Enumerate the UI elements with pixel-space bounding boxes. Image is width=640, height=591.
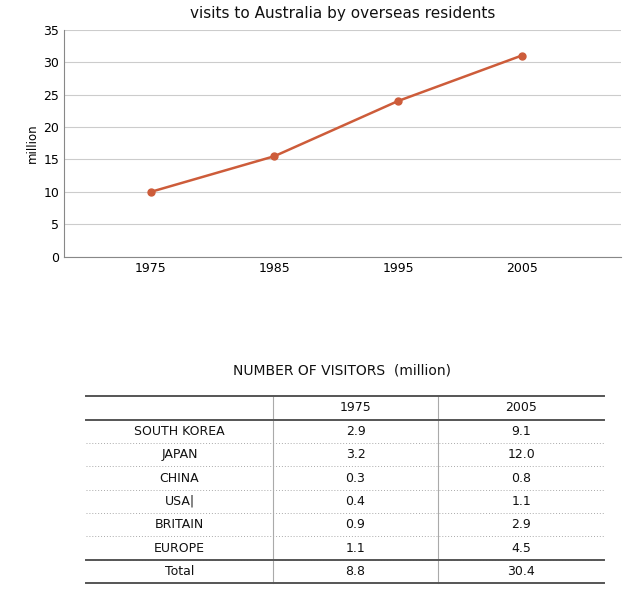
Text: NUMBER OF VISITORS  (million): NUMBER OF VISITORS (million) [234,363,451,377]
Text: Total: Total [164,565,194,578]
Text: 1975: 1975 [340,401,371,414]
Text: 1.1: 1.1 [346,542,365,555]
Text: 2.9: 2.9 [346,425,365,438]
Y-axis label: million: million [26,124,39,163]
Text: 0.8: 0.8 [511,472,531,485]
Text: 9.1: 9.1 [511,425,531,438]
Text: EUROPE: EUROPE [154,542,205,555]
Text: 2.9: 2.9 [511,518,531,531]
Text: BRITAIN: BRITAIN [155,518,204,531]
Text: 3.2: 3.2 [346,448,365,461]
Text: 4.5: 4.5 [511,542,531,555]
Text: USA|: USA| [164,495,195,508]
Text: JAPAN: JAPAN [161,448,198,461]
Text: 0.4: 0.4 [346,495,365,508]
Text: 1.1: 1.1 [511,495,531,508]
Text: 8.8: 8.8 [346,565,365,578]
Text: SOUTH KOREA: SOUTH KOREA [134,425,225,438]
Text: 0.9: 0.9 [346,518,365,531]
Text: 12.0: 12.0 [508,448,535,461]
Text: 2005: 2005 [506,401,537,414]
Title: visits to Australia by overseas residents: visits to Australia by overseas resident… [189,7,495,21]
Text: 0.3: 0.3 [346,472,365,485]
Text: 30.4: 30.4 [508,565,535,578]
Text: CHINA: CHINA [159,472,199,485]
